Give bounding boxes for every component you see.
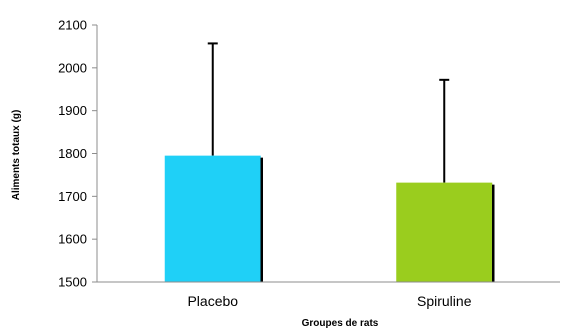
y-tick-label: 1800 [58, 146, 87, 161]
x-tick-label: Spiruline [417, 293, 472, 309]
y-axis: 1500 1600 1700 1800 1900 2000 2100 [58, 18, 98, 290]
x-tick-label: Placebo [187, 293, 238, 309]
bar-spiruline [396, 182, 493, 282]
y-tick-label: 1500 [58, 275, 87, 290]
x-axis-title: Groupes de rats [302, 318, 379, 329]
y-tick-label: 2100 [58, 18, 87, 33]
y-tick-label: 1900 [58, 103, 87, 118]
y-tick-label: 1700 [58, 189, 87, 204]
x-axis: Placebo Spiruline [97, 281, 560, 309]
bar-placebo [164, 155, 261, 282]
y-axis-title: Aliments totaux (g) [11, 110, 22, 201]
y-tick-label: 1600 [58, 232, 87, 247]
y-tick-label: 2000 [58, 60, 87, 75]
bars [164, 42, 495, 282]
